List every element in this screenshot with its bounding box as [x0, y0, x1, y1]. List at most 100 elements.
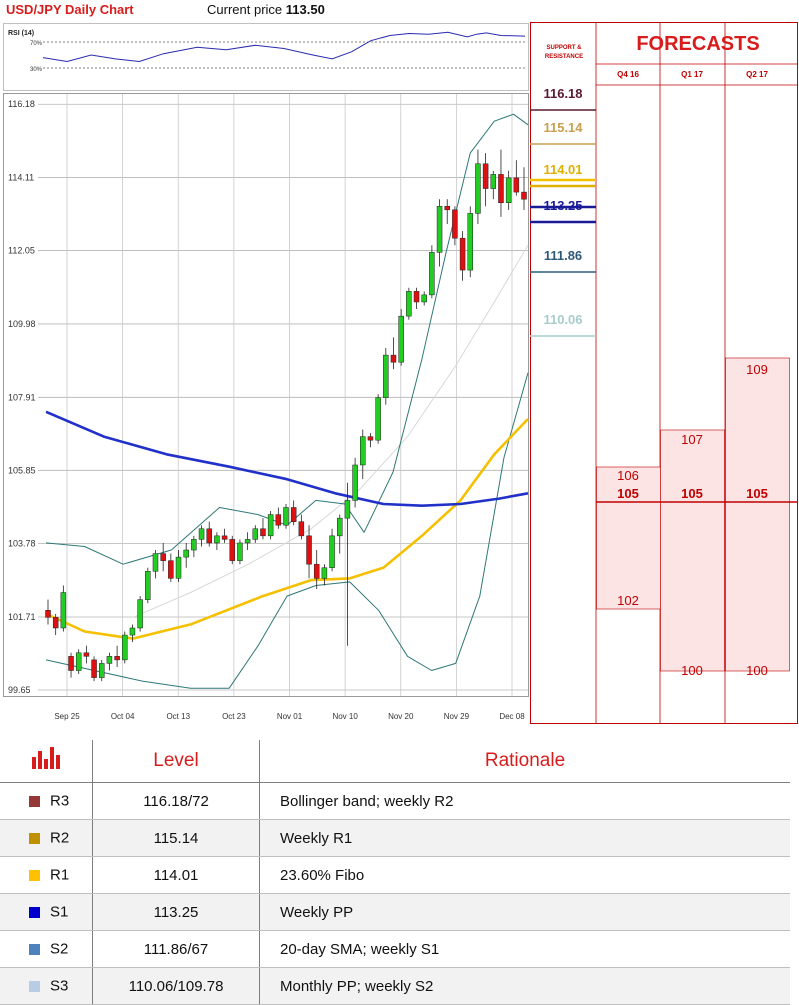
table-row: R3 116.18/72 Bollinger band; weekly R2 [0, 782, 790, 820]
level-name: S2 [50, 940, 69, 958]
candle-body [452, 209, 458, 239]
level-name-cell: R2 [0, 819, 93, 857]
level-value: 116.18/72 [92, 782, 260, 820]
x-tick-label: Oct 23 [222, 712, 246, 721]
candle-body [521, 191, 527, 200]
candle-body [221, 535, 228, 540]
candle-body [513, 177, 520, 193]
rsi-tick-low: 30% [30, 67, 43, 73]
candle-body [390, 354, 397, 363]
candle-body [313, 563, 320, 579]
x-tick-label: Dec 08 [499, 712, 525, 721]
bollinger-lower-line [45, 372, 529, 689]
level-value: 115.14 [92, 819, 260, 857]
table-header-level: Level [92, 740, 260, 783]
candle-body [413, 291, 420, 303]
current-price: Current price 113.50 [207, 2, 325, 17]
candle-body [467, 213, 474, 271]
level-rationale: Weekly R1 [259, 819, 790, 857]
candle-body [475, 163, 481, 214]
forecast-range-box [660, 429, 725, 672]
y-tick-label: 116.18 [8, 99, 35, 109]
rsi-label: RSI (14) [8, 30, 34, 37]
candle-body [237, 542, 243, 561]
support-resistance-title: SUPPORT & RESISTANCE [544, 45, 584, 60]
candle-body [152, 553, 159, 572]
forecast-q4-mid: 105 [617, 486, 639, 501]
forecast-q4-high: 106 [617, 468, 639, 483]
level-name-cell: S1 [0, 893, 93, 931]
candle-body [367, 436, 374, 441]
forecasts-title: FORECASTS [636, 33, 760, 55]
table-row: R1 114.01 23.60% Fibo [0, 856, 790, 894]
level-rationale: 23.60% Fibo [259, 856, 790, 894]
candle-body [344, 500, 351, 519]
level-color-swatch [29, 906, 40, 918]
candle-body [383, 354, 389, 398]
candle-body [83, 652, 90, 657]
candle-body [505, 177, 512, 203]
forecast-q4-low: 102 [617, 593, 639, 608]
level-name: R2 [50, 829, 70, 847]
rsi-panel: RSI (14) 70% 30% [3, 23, 529, 91]
candle-body [275, 514, 282, 526]
candle-body [490, 174, 497, 189]
level-rationale: Bollinger band; weekly R2 [259, 782, 790, 820]
candle-body [306, 535, 312, 565]
table-header-icon-cell [0, 740, 93, 783]
level-name: R3 [50, 792, 70, 810]
candle-body [229, 539, 236, 561]
candle-body [252, 528, 259, 540]
level-name-cell: S2 [0, 930, 93, 968]
y-tick-label: 105.85 [8, 465, 36, 475]
candle-body [360, 436, 366, 466]
table-header-row: Level Rationale [0, 740, 790, 783]
candle-body [60, 592, 67, 629]
candle-body [206, 528, 212, 544]
rsi-tick-high: 70% [30, 41, 43, 47]
sma-200-line [45, 410, 529, 507]
level-value: 111.86/67 [92, 930, 260, 968]
forecast-q2-mid: 105 [746, 486, 768, 501]
candle-body [122, 634, 128, 661]
candle-body [283, 507, 289, 526]
x-tick-label: Oct 04 [111, 712, 135, 721]
candle-body [214, 535, 220, 544]
forecast-q2-high: 109 [746, 362, 768, 377]
y-tick-label: 112.05 [8, 246, 35, 256]
candle-body [375, 397, 381, 441]
candle-body [290, 507, 297, 522]
y-tick-label: 103.78 [8, 539, 36, 549]
quarter-q4: Q4 16 [617, 70, 639, 79]
y-tick-label: 114.11 [8, 173, 34, 183]
level-color-swatch [29, 869, 40, 881]
price-label: Current price [207, 2, 283, 17]
candle-body [160, 553, 166, 561]
table-row: R2 115.14 Weekly R1 [0, 819, 790, 857]
table-row: S2 111.86/67 20-day SMA; weekly S1 [0, 930, 790, 968]
chart-title: USD/JPY Daily Chart [6, 2, 134, 17]
level-rationale: Weekly PP [259, 893, 790, 931]
candle-body [98, 663, 105, 678]
y-tick-label: 99.65 [8, 685, 31, 695]
candle-body [106, 656, 113, 664]
level-label: 114.01 [543, 162, 583, 177]
level-color-swatch [29, 943, 40, 955]
candle-body [198, 528, 205, 540]
price-chart: 116.18 114.11 112.05 109.98 107.91 105.85 103.… [3, 93, 529, 721]
level-label: 116.18 [543, 86, 583, 101]
sma-20-line [132, 245, 529, 618]
forecast-q1-mid: 105 [681, 486, 703, 501]
candle-body [429, 252, 435, 296]
quarter-q2: Q2 17 [746, 70, 768, 79]
candle-body [45, 610, 51, 618]
forecast-panel [530, 22, 798, 724]
level-color-swatch [29, 980, 40, 992]
candle-body [175, 556, 182, 579]
x-tick-label: Oct 13 [166, 712, 190, 721]
candle-body [145, 571, 151, 600]
price-value: 113.50 [285, 2, 325, 17]
forecast-grid [530, 22, 798, 724]
level-name: S1 [50, 903, 69, 921]
candle-body [75, 652, 82, 671]
